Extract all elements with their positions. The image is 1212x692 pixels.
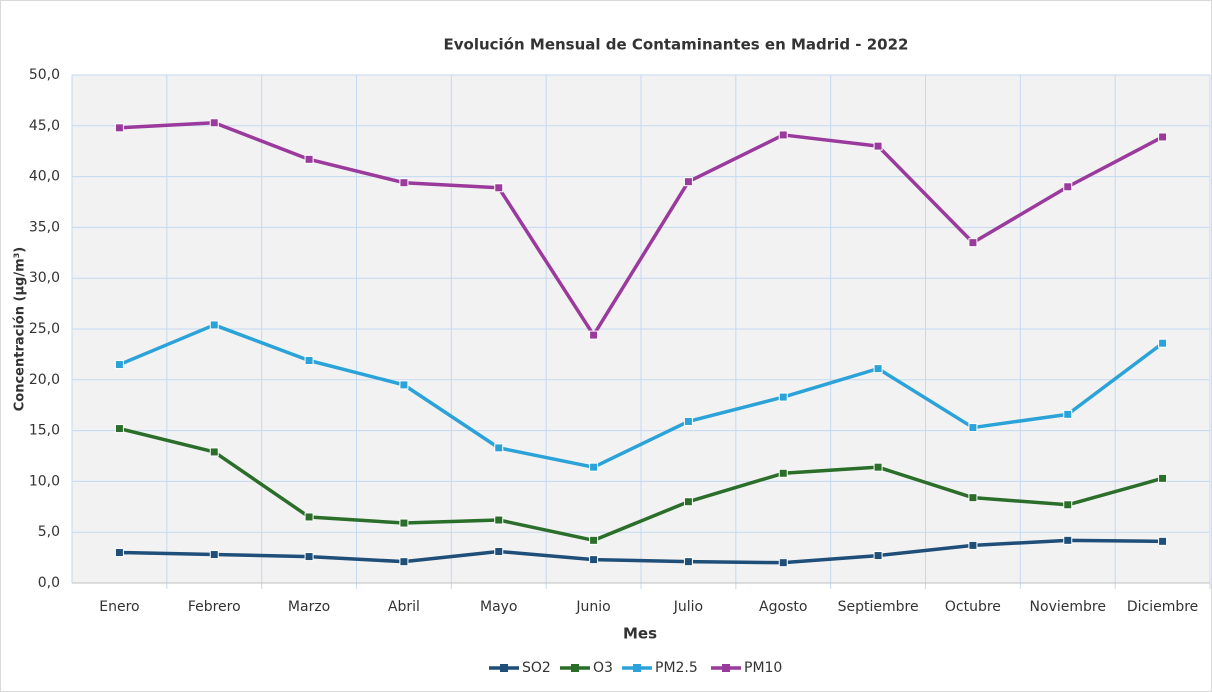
y-tick-label: 15,0: [29, 423, 60, 439]
point-marker: [114, 424, 124, 434]
point-marker: [683, 497, 693, 507]
point-marker: [683, 416, 693, 426]
series-line: [118, 323, 1164, 469]
point-marker: [304, 154, 314, 164]
x-tick-label: Marzo: [288, 599, 330, 615]
point-marker: [114, 123, 124, 133]
x-tick-label: Junio: [575, 599, 610, 615]
point-marker: [1158, 473, 1168, 483]
point-marker: [209, 118, 219, 128]
point-marker: [494, 515, 504, 525]
point-marker: [589, 535, 599, 545]
point-marker: [209, 320, 219, 330]
point-marker: [304, 552, 314, 562]
point-marker: [968, 540, 978, 550]
legend: SO2 O3 PM2.5 PM10: [489, 660, 782, 676]
point-marker: [778, 392, 788, 402]
x-tick-label: Noviembre: [1030, 599, 1106, 615]
y-tick-label: 45,0: [29, 118, 60, 134]
point-marker: [1063, 535, 1073, 545]
legend-label: PM2.5: [655, 660, 698, 676]
point-marker: [114, 360, 124, 370]
y-tick-label: 5,0: [38, 524, 60, 540]
y-tick-label: 35,0: [29, 219, 60, 235]
y-tick-label: 25,0: [29, 321, 60, 337]
point-marker: [209, 447, 219, 457]
point-marker: [968, 423, 978, 433]
point-marker: [1158, 536, 1168, 546]
x-tick-label: Septiembre: [838, 599, 919, 615]
x-tick-label: Febrero: [188, 599, 241, 615]
x-tick-label: Enero: [99, 599, 139, 615]
y-tick-label: 0,0: [38, 575, 60, 591]
legend-label: PM10: [744, 660, 782, 676]
y-tick-label: 10,0: [29, 473, 60, 489]
y-tick-label: 50,0: [29, 67, 60, 83]
series-line: [119, 538, 1163, 565]
x-tick-label: Mayo: [480, 599, 518, 615]
point-marker: [399, 178, 409, 188]
point-marker: [778, 468, 788, 478]
point-marker: [683, 557, 693, 567]
series-line: [118, 426, 1164, 543]
x-tick-label: Abril: [388, 599, 420, 615]
point-marker: [873, 462, 883, 472]
point-marker: [114, 548, 124, 558]
x-axis-title: Mes: [623, 625, 657, 643]
x-tick-label: Julio: [673, 599, 703, 615]
point-marker: [494, 183, 504, 193]
point-marker: [968, 238, 978, 248]
point-marker: [778, 558, 788, 568]
point-marker: [494, 443, 504, 453]
y-tick-label: 20,0: [29, 372, 60, 388]
legend-marker: [633, 664, 641, 672]
point-marker: [873, 364, 883, 374]
point-marker: [1158, 132, 1168, 142]
point-marker: [589, 330, 599, 340]
x-tick-label: Octubre: [945, 599, 1001, 615]
point-marker: [778, 130, 788, 140]
point-marker: [1063, 182, 1073, 192]
point-marker: [1063, 500, 1073, 510]
legend-marker: [571, 664, 579, 672]
y-axis-title: Concentración (µg/m³): [13, 247, 28, 412]
legend-label: O3: [593, 660, 613, 676]
legend-label: SO2: [522, 660, 551, 676]
legend-marker: [722, 664, 730, 672]
y-tick-label: 30,0: [29, 270, 60, 286]
point-marker: [873, 551, 883, 561]
point-marker: [209, 550, 219, 560]
point-marker: [589, 462, 599, 472]
x-tick-label: Agosto: [759, 599, 807, 615]
point-marker: [304, 355, 314, 365]
x-tick-label: Diciembre: [1127, 599, 1198, 615]
point-marker: [399, 380, 409, 390]
point-marker: [589, 555, 599, 565]
point-marker: [494, 547, 504, 557]
point-marker: [399, 518, 409, 528]
y-tick-label: 40,0: [29, 169, 60, 185]
point-marker: [1063, 409, 1073, 419]
chart-title: Evolución Mensual de Contaminantes en Ma…: [444, 36, 909, 54]
point-marker: [873, 141, 883, 151]
point-marker: [968, 493, 978, 503]
series-line: [119, 121, 1164, 337]
point-marker: [304, 512, 314, 522]
legend-marker: [500, 664, 508, 672]
point-marker: [683, 177, 693, 187]
point-marker: [399, 557, 409, 567]
point-marker: [1158, 338, 1168, 348]
